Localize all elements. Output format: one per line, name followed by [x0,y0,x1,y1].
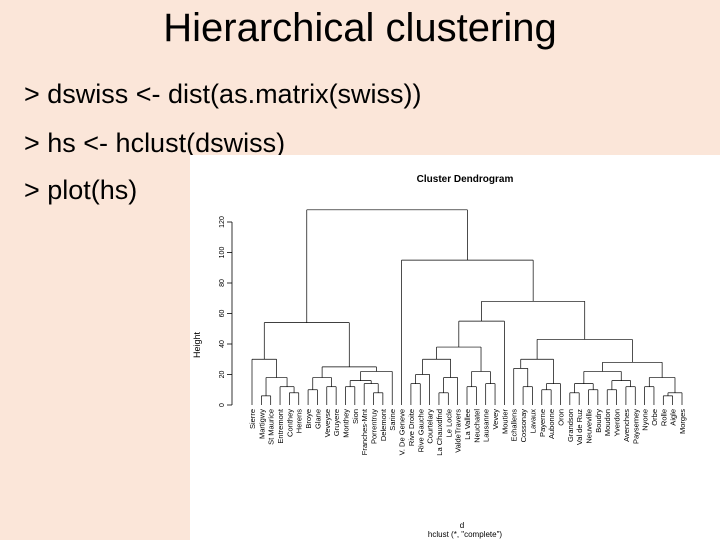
leaf-label: Lavaux [528,409,537,433]
leaf-label: Echallens [510,409,519,442]
x-axis-label-call: hclust (*, "complete") [428,530,502,539]
leaf-label: La Chauxdfnd [435,409,444,456]
leaf-label: V. De Geneve [398,409,407,455]
leaf-label: Sierre [248,409,257,429]
leaf-label: Avenches [622,409,631,442]
y-tick-label: 40 [219,340,226,348]
dendrogram-title: Cluster Dendrogram [417,174,514,185]
leaf-label: Payerne [538,409,547,437]
leaf-label: Sion [351,409,360,424]
leaf-label: Paysemey [631,409,640,444]
leaf-label: Le Locle [444,409,453,437]
leaf-label: Vevey [491,409,500,430]
leaf-label: Monthey [341,409,350,438]
leaf-label: Herens [295,409,304,433]
leaf-label: St Maurice [267,409,276,445]
dendrogram-panel: Cluster Dendrogram Height 0 20 40 60 80 100 12… [190,155,720,540]
leaf-label: Yverdon [613,409,622,437]
leaf-label: Glane [313,409,322,429]
y-tick-label: 100 [219,247,226,259]
leaf-label: Cossonay [519,409,528,443]
leaf-label: Martigwy [257,409,266,439]
leaf-label: Broye [304,409,313,429]
y-axis: 0 20 40 60 80 100 120 [219,216,233,407]
leaf-label: Gruyere [332,409,341,436]
leaf-label: Oron [556,409,565,426]
leaf-labels: Sierre Martigwy St Maurice Entremont Conthey… [248,408,687,456]
leaf-label: La Vallee [463,409,472,440]
leaf-label: Sarine [388,409,397,431]
y-tick-label: 0 [219,403,226,407]
x-axis-label-d: d [460,521,464,530]
dendrogram-plot: Cluster Dendrogram Height 0 20 40 60 80 100 12… [192,174,687,539]
leaf-label: Orbe [650,409,659,426]
y-axis-label: Height [192,331,202,358]
y-tick-label: 20 [219,371,226,379]
leaf-label: Neuveville [585,409,594,444]
leaf-label: Entremont [276,408,285,444]
slide-title: Hierarchical clustering [163,6,557,50]
leaf-label: Morges [678,409,687,434]
leaf-label: Rive Gauche [416,409,425,452]
leaf-label: Delemont [379,408,388,441]
leaf-label: Porrentruy [370,409,379,444]
leaf-label: Moutier [500,409,509,435]
dendrogram-branches [251,209,683,405]
leaf-label: Aubonne [547,409,556,439]
code-line-hclust: > hs <- hclust(dswiss) [24,128,286,158]
leaf-label: Courtelary [426,409,435,444]
leaf-label: Rive Droite [407,409,416,446]
leaf-label: Nyone [641,409,650,431]
leaf-label: Moudon [603,409,612,436]
code-line-dist: > dswiss <- dist(as.matrix(swiss)) [24,79,422,109]
leaf-label: Rolle [659,409,668,426]
leaf-label: ValdeTravers [454,409,463,453]
leaf-label: Boudry [594,409,603,433]
leaf-label: Neuchatel [472,409,481,443]
leaf-label: Veveyse [323,409,332,437]
leaf-label: Grandson [566,409,575,442]
leaf-label: Lausanne [482,409,491,442]
leaf-label: Conthey [285,409,294,437]
y-tick-label: 80 [219,279,226,287]
y-tick-label: 60 [219,310,226,318]
code-line-plot: > plot(hs) [24,175,138,205]
leaf-label: Aigle [669,409,678,426]
y-tick-label: 120 [219,216,226,228]
leaf-label: Val de Ruz [575,409,584,445]
leaf-label: Franches-Mnt [360,408,369,455]
